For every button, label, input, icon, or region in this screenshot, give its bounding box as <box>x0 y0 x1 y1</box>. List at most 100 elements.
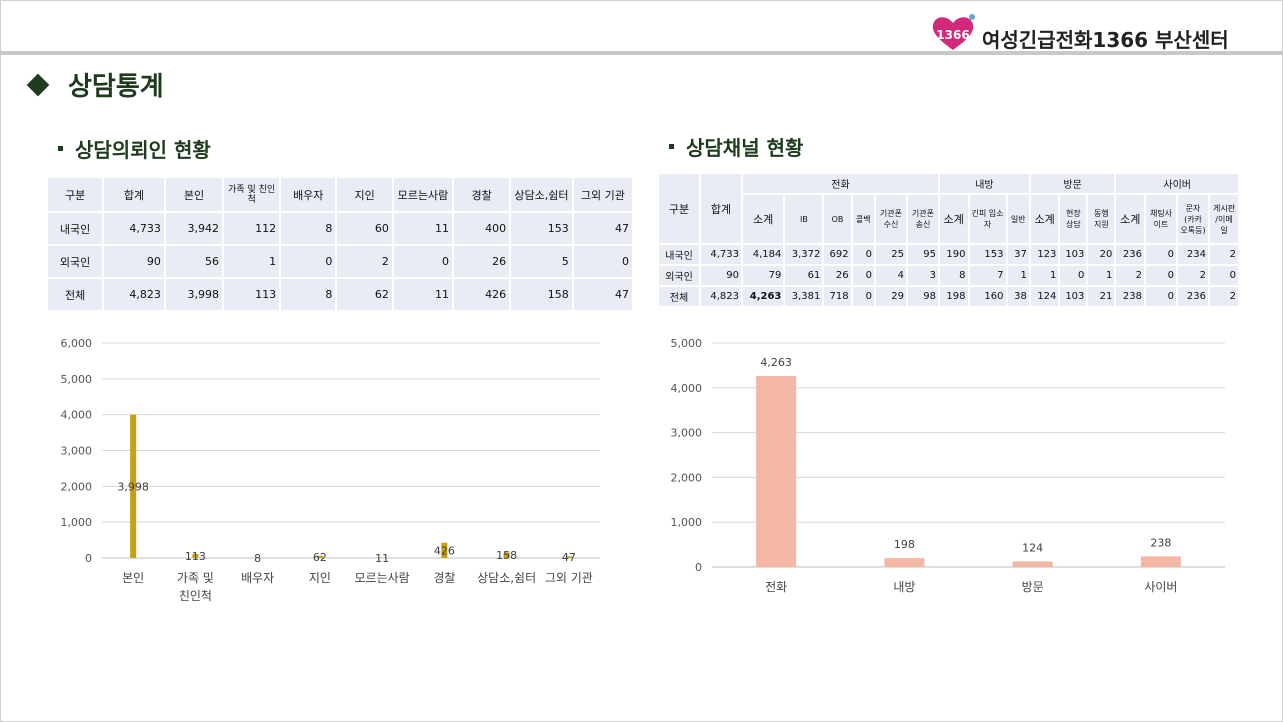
cell: 0 <box>1144 264 1178 287</box>
data-label: 47 <box>562 551 576 564</box>
cell: 37 <box>1005 243 1031 266</box>
cell: 1 <box>1028 264 1061 287</box>
row-label: 전체 <box>45 277 105 312</box>
cell: 3,942 <box>163 211 225 246</box>
cell: 62 <box>335 277 394 312</box>
cell: 95 <box>905 243 940 266</box>
cell: 56 <box>163 244 225 279</box>
col-header: 상담소,쉼터 <box>509 176 574 213</box>
col-header: 합계 <box>699 172 743 245</box>
page-title: 상담통계 <box>26 66 164 103</box>
cell: 90 <box>699 264 743 287</box>
cell: 0 <box>850 285 876 308</box>
row-label: 외국인 <box>657 264 701 287</box>
data-label: 238 <box>1150 536 1171 549</box>
cell: 79 <box>740 264 786 287</box>
y-tick-label: 0 <box>85 552 92 565</box>
x-tick-label: 본인 <box>122 571 144 585</box>
cell: 3,381 <box>783 285 825 308</box>
table-row: 전체 4,823 3,998 113 8 62 11 426 158 47 <box>45 277 635 312</box>
bar <box>884 558 925 567</box>
col-header: 가족 및 친인척 <box>222 176 282 213</box>
col-header: 구분 <box>45 176 105 213</box>
cell: 718 <box>822 285 853 308</box>
bar <box>441 542 448 558</box>
table-row: 전체 4,823 4,263 3,381 718 0 29 98 198 160… <box>657 285 1240 308</box>
square-bullet-icon <box>58 146 63 151</box>
cell: 47 <box>571 277 635 312</box>
x-tick-label: 사이버 <box>1144 580 1177 594</box>
cell: 29 <box>873 285 908 308</box>
table-row: 외국인 90 56 1 0 2 0 26 5 0 <box>45 244 635 279</box>
table-row: 내국인 4,733 3,942 112 8 60 11 400 153 47 <box>45 211 635 246</box>
data-label: 198 <box>894 538 915 551</box>
cell: 0 <box>391 244 455 279</box>
cell: 8 <box>279 277 338 312</box>
cell: 47 <box>571 211 635 246</box>
cell: 2 <box>1114 264 1146 287</box>
data-label: 8 <box>254 552 261 565</box>
sub-header: 소계 <box>1114 193 1146 245</box>
logo-heart-icon: 1366 <box>932 14 975 50</box>
bar <box>130 414 137 558</box>
cell: 60 <box>335 211 394 246</box>
sub-header: 소계 <box>740 193 786 245</box>
cell: 38 <box>1005 285 1031 308</box>
cell: 0 <box>1208 264 1240 287</box>
cell: 26 <box>451 244 512 279</box>
cell: 160 <box>967 285 1008 308</box>
cell: 61 <box>783 264 825 287</box>
cell: 234 <box>1176 243 1210 266</box>
data-label: 62 <box>313 551 327 564</box>
bar <box>192 553 199 558</box>
y-tick-label: 2,000 <box>61 480 93 493</box>
cell: 20 <box>1086 243 1117 266</box>
cell: 124 <box>1028 285 1061 308</box>
cell: 0 <box>571 244 635 279</box>
client-table: 구분 합계 본인 가족 및 친인척 배우자 지인 모르는사람 경찰 상담소,쉼터… <box>45 176 635 312</box>
data-label: 124 <box>1022 541 1043 554</box>
sub-header: 소계 <box>937 193 970 245</box>
data-label: 4,263 <box>760 356 792 369</box>
group-header-row: 구분 합계 전화 내방 방문 사이버 <box>657 172 1240 245</box>
sub-header: IB <box>783 193 825 245</box>
cell: 158 <box>509 277 574 312</box>
col-header: 모르는사람 <box>391 176 455 213</box>
sub-header: 현장 상담 <box>1058 193 1089 245</box>
cell: 2 <box>335 244 394 279</box>
section1-title-text: 상담의뢰인 현황 <box>75 138 211 162</box>
group-header: 내방 <box>937 172 1031 195</box>
cell: 113 <box>222 277 282 312</box>
cell: 238 <box>1114 285 1146 308</box>
cell: 190 <box>937 243 970 266</box>
channel-table: 구분 합계 전화 내방 방문 사이버 소계 IB OB 콜백 기관폰 수신 기관… <box>657 172 1240 308</box>
sub-header-row: 소계 IB OB 콜백 기관폰 수신 기관폰 송신 소계 긴피 입소자 일반 소… <box>658 193 1240 245</box>
cell: 1 <box>1005 264 1031 287</box>
cell: 0 <box>1058 264 1089 287</box>
sub-header: 기관폰 수신 <box>873 193 908 245</box>
col-header: 경찰 <box>451 176 512 213</box>
y-tick-label: 1,000 <box>61 516 93 529</box>
sub-header: OB <box>822 193 853 245</box>
cell: 236 <box>1114 243 1146 266</box>
col-header: 지인 <box>335 176 394 213</box>
sub-header: 동행 지원 <box>1086 193 1117 245</box>
x-tick-label: 모르는사람 <box>355 571 410 585</box>
y-tick-label: 2,000 <box>671 471 703 484</box>
row-label: 내국인 <box>657 243 701 266</box>
cell: 153 <box>967 243 1008 266</box>
group-header: 방문 <box>1028 172 1117 195</box>
row-label: 내국인 <box>45 211 105 246</box>
row-label: 외국인 <box>45 244 105 279</box>
cell: 0 <box>1144 285 1178 308</box>
cell: 3 <box>905 264 940 287</box>
cell: 4,823 <box>699 285 743 308</box>
col-header: 그외 기관 <box>571 176 635 213</box>
x-tick-label: 배우자 <box>241 571 274 585</box>
x-tick-label: 경찰 <box>433 571 455 585</box>
cell: 103 <box>1058 243 1089 266</box>
data-label: 158 <box>496 549 517 562</box>
sub-header: 문자 (카카 오톡등) <box>1176 193 1210 245</box>
col-header: 배우자 <box>279 176 338 213</box>
cell: 236 <box>1176 285 1210 308</box>
